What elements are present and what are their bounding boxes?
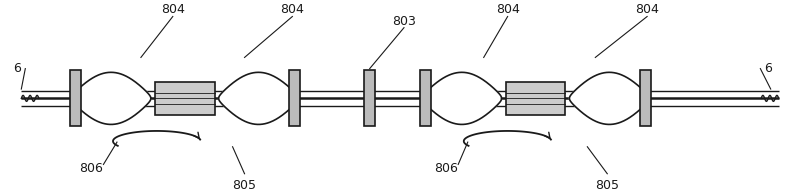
Polygon shape [570, 72, 649, 124]
Bar [639, 71, 650, 126]
Bar [155, 82, 214, 115]
Text: 805: 805 [595, 179, 619, 192]
Text: 804: 804 [635, 4, 659, 16]
Text: 804: 804 [161, 4, 185, 16]
Text: 804: 804 [281, 4, 304, 16]
Bar [364, 71, 375, 126]
Text: 6: 6 [14, 62, 22, 75]
Bar [70, 71, 81, 126]
Bar [506, 82, 566, 115]
Text: 806: 806 [434, 162, 458, 175]
Bar [420, 71, 431, 126]
Text: 806: 806 [79, 162, 103, 175]
Text: 803: 803 [392, 15, 416, 28]
Polygon shape [422, 72, 502, 124]
Bar [289, 71, 300, 126]
Polygon shape [71, 72, 151, 124]
Text: 6: 6 [764, 62, 772, 75]
Text: 805: 805 [233, 179, 257, 192]
Polygon shape [218, 72, 298, 124]
Text: 804: 804 [496, 4, 519, 16]
